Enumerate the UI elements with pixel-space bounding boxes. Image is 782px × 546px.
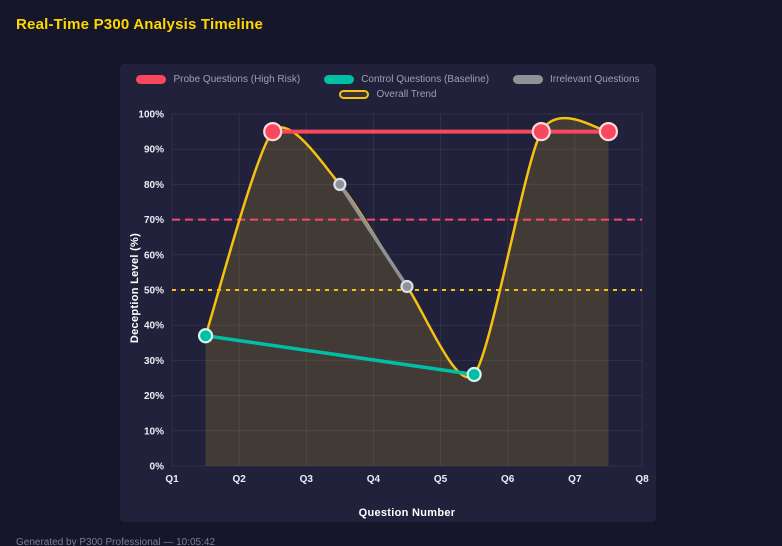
series-control: [197, 328, 482, 383]
chart-legend: Probe Questions (High Risk) Control Quest…: [120, 74, 656, 100]
legend-swatch: [513, 75, 544, 84]
page-title: Real-Time P300 Analysis Timeline: [16, 16, 264, 33]
legend-item-trend[interactable]: Overall Trend: [339, 89, 437, 100]
x-tick-label: Q3: [300, 474, 314, 485]
probe-data-point[interactable]: [263, 122, 283, 142]
y-tick-label: 10%: [144, 426, 164, 437]
y-tick-label: 60%: [144, 250, 164, 261]
series-irrelevant: [333, 177, 414, 294]
y-tick-label: 30%: [144, 356, 164, 367]
legend-swatch: [339, 90, 370, 99]
y-tick-label: 70%: [144, 215, 164, 226]
control-data-point[interactable]: [466, 366, 482, 383]
legend-label: Probe Questions (High Risk): [173, 74, 301, 85]
control-data-point[interactable]: [197, 328, 214, 344]
y-tick-label: 80%: [144, 180, 164, 191]
probe-data-point[interactable]: [531, 122, 551, 142]
footer-note: Generated by P300 Professional — 10:05:4…: [16, 537, 216, 546]
legend-swatch: [324, 75, 355, 84]
probe-data-point[interactable]: [598, 122, 619, 142]
x-tick-label: Q1: [165, 474, 179, 485]
irrelevant-data-point[interactable]: [333, 177, 347, 192]
legend-item-probe[interactable]: Probe Questions (High Risk): [136, 74, 300, 85]
y-tick-label: 90%: [144, 145, 164, 156]
y-tick-label: 0%: [150, 462, 165, 473]
legend-swatch: [136, 75, 167, 84]
x-tick-label: Q4: [367, 474, 381, 485]
chart-area: 0% 10% 20% 30% 40% 50% 60% 70% 80% 90% 100% Q1 Q2 Q3 Q…: [120, 104, 656, 502]
y-tick-label: 100%: [138, 110, 164, 121]
legend-label: Control Questions (Baseline): [361, 74, 490, 85]
chart-panel: Probe Questions (High Risk) Control Quest…: [120, 64, 656, 522]
x-axis-title: Question Number: [358, 507, 456, 519]
x-tick-label: Q5: [434, 474, 448, 485]
legend-label: Irrelevant Questions: [550, 74, 640, 85]
series-probe: [263, 122, 619, 142]
legend-label: Overall Trend: [376, 89, 437, 100]
x-tick-label: Q2: [232, 474, 246, 485]
p300-timeline-chart[interactable]: 0% 10% 20% 30% 40% 50% 60% 70% 80% 90% 100% Q1 Q2 Q3 Q…: [120, 104, 656, 502]
legend-item-control[interactable]: Control Questions (Baseline): [324, 74, 489, 85]
x-tick-label: Q8: [635, 474, 649, 485]
x-tick-label: Q7: [568, 474, 582, 485]
x-tick-label: Q6: [501, 474, 515, 485]
y-tick-label: 50%: [144, 286, 164, 297]
legend-item-irrelevant[interactable]: Irrelevant Questions: [513, 74, 640, 85]
y-tick-label: 40%: [144, 321, 164, 332]
y-tick-label: 20%: [144, 391, 164, 402]
irrelevant-data-point[interactable]: [400, 279, 414, 294]
